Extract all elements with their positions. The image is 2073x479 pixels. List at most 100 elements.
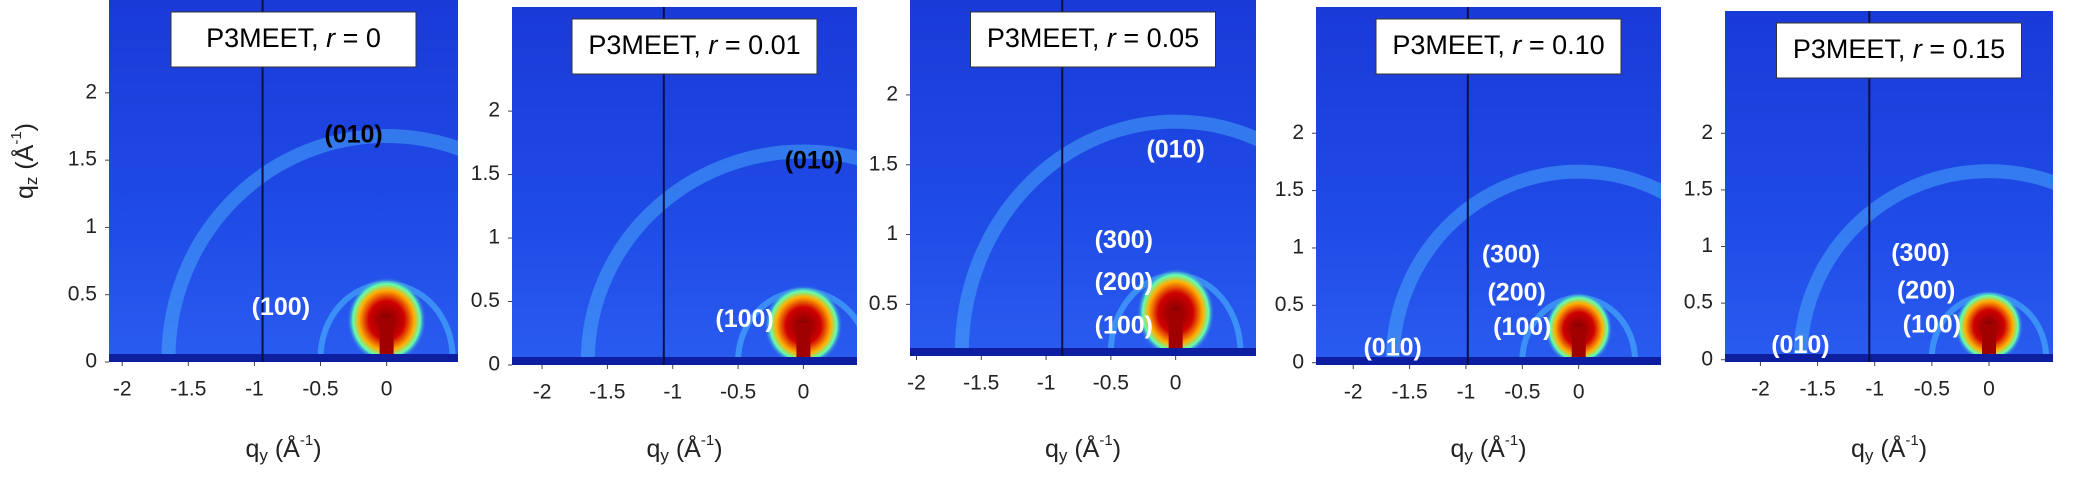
x-tick-label: -1 <box>663 381 682 404</box>
label-sub: y <box>660 446 669 465</box>
title-box <box>571 18 818 75</box>
y-tick-label: 1 <box>488 226 500 249</box>
panel: -2 -1.5 -1 -0.5 0 0 0.5 1 1.5 2 (300) (200) (100) (01… <box>1684 11 2053 465</box>
peak-label: (100) <box>252 293 310 321</box>
panel-title: P3MEET, r = 0.15 <box>1793 34 2005 64</box>
x-tick-label: -1.5 <box>1799 378 1835 401</box>
label-unit: (Å <box>1473 433 1505 463</box>
label-unit: (Å <box>9 144 39 176</box>
beamstop <box>796 322 811 361</box>
x-tick-label: -2 <box>907 372 926 395</box>
label-unit: (Å <box>669 433 701 463</box>
label-sub: y <box>1865 446 1874 465</box>
title-rest: = 0.10 <box>1521 30 1604 60</box>
x-tick-label: 0 <box>798 381 810 404</box>
label-end: ) <box>1919 435 1927 463</box>
x-tick-label: -1.5 <box>170 378 206 401</box>
title-var: r <box>1107 23 1117 53</box>
title-var: r <box>1512 30 1522 60</box>
peak-label: (100) <box>1095 311 1153 339</box>
peak-label: (300) <box>1891 239 1949 267</box>
title-text: P3MEET, <box>1793 34 1913 64</box>
title-rest: = 0.01 <box>717 30 800 60</box>
y-tick-label: 1 <box>886 222 898 245</box>
label-end: ) <box>11 123 39 131</box>
title-text: P3MEET, <box>987 23 1107 53</box>
label-text: q <box>1450 435 1464 463</box>
label-text: q <box>1851 435 1865 463</box>
peak-label: (200) <box>1487 278 1545 306</box>
peak-label: (300) <box>1095 226 1153 254</box>
x-axis-label: qy (Å-1) <box>646 432 722 466</box>
y-axis-label: qz (Å-1) <box>8 123 42 199</box>
panel-title: P3MEET, r = 0.05 <box>987 23 1199 53</box>
label-end: ) <box>714 435 722 463</box>
panel: -2 -1.5 -1 -0.5 0 0 0.5 1 1.5 2 (010) (100) P3MEET, … <box>8 0 458 466</box>
y-tick-label: 0.5 <box>68 282 97 305</box>
x-tick-label: -2 <box>1751 378 1770 401</box>
x-tick-label: -1.5 <box>963 372 999 395</box>
x-tick-label: -2 <box>1344 381 1363 404</box>
title-box <box>170 11 417 68</box>
x-tick-label: -0.5 <box>1093 372 1129 395</box>
label-sub: y <box>259 446 268 465</box>
x-tick-label: -0.5 <box>1504 381 1540 404</box>
label-text: q <box>1045 435 1059 463</box>
beamstop <box>1168 310 1183 352</box>
label-unit: (Å <box>268 433 300 463</box>
peak-label: (010) <box>1146 135 1204 163</box>
y-tick-label: 0 <box>1292 350 1304 373</box>
peak-label: (100) <box>1493 313 1551 341</box>
title-rest: = 0 <box>335 23 381 53</box>
y-tick-label: 1.5 <box>471 162 500 185</box>
title-rest: = 0.05 <box>1116 23 1199 53</box>
x-tick-label: -0.5 <box>302 378 338 401</box>
peak-label: (010) <box>1771 331 1829 359</box>
panel-title: P3MEET, r = 0.10 <box>1392 30 1604 60</box>
y-tick-label: 2 <box>488 99 500 122</box>
y-tick-label: 1.5 <box>869 152 898 175</box>
y-tick-label: 0.5 <box>471 289 500 312</box>
peak-label: (010) <box>1363 334 1421 362</box>
y-tick-label: 0.5 <box>1275 293 1304 316</box>
beamstop <box>1571 326 1586 361</box>
label-sup: -1 <box>701 432 714 449</box>
label-end: ) <box>313 435 321 463</box>
y-tick-label: 2 <box>85 80 97 103</box>
y-tick-label: 1.5 <box>68 148 97 171</box>
peak-label: (200) <box>1897 276 1955 304</box>
label-unit: (Å <box>1067 433 1099 463</box>
panel: -2 -1.5 -1 -0.5 0 0.5 1 1.5 2 (010) (300) (200) (100… <box>869 0 1256 466</box>
x-axis-label: qy (Å-1) <box>1450 432 1526 466</box>
peak-label: (010) <box>785 146 843 174</box>
y-tick-label: 0 <box>488 353 500 376</box>
x-tick-label: -1 <box>1865 378 1884 401</box>
x-tick-label: -1 <box>1037 372 1056 395</box>
title-rest: = 0.15 <box>1922 34 2005 64</box>
title-text: P3MEET, <box>206 23 326 53</box>
peak-label: (100) <box>715 305 773 333</box>
label-end: ) <box>1518 435 1526 463</box>
x-tick-label: 0 <box>1170 372 1182 395</box>
x-axis-label: qy (Å-1) <box>245 432 321 466</box>
y-tick-label: 0.5 <box>1684 291 1713 314</box>
label-end: ) <box>1113 435 1121 463</box>
label-sup: -1 <box>1099 432 1112 449</box>
title-text: P3MEET, <box>1392 30 1512 60</box>
x-tick-label: -0.5 <box>720 381 756 404</box>
x-tick-label: 0 <box>381 378 393 401</box>
beamstop <box>1982 324 1996 358</box>
horizon <box>910 348 1256 356</box>
x-tick-label: -1 <box>1457 381 1476 404</box>
x-tick-label: -0.5 <box>1914 378 1950 401</box>
peak-label: (200) <box>1095 268 1153 296</box>
label-text: q <box>11 185 39 199</box>
title-box <box>970 11 1216 68</box>
y-tick-label: 1 <box>85 215 97 238</box>
x-tick-label: -1 <box>245 378 264 401</box>
label-sub: z <box>22 177 41 186</box>
x-axis-label: qy (Å-1) <box>1045 432 1121 466</box>
label-text: q <box>646 435 660 463</box>
y-tick-label: 1.5 <box>1275 178 1304 201</box>
